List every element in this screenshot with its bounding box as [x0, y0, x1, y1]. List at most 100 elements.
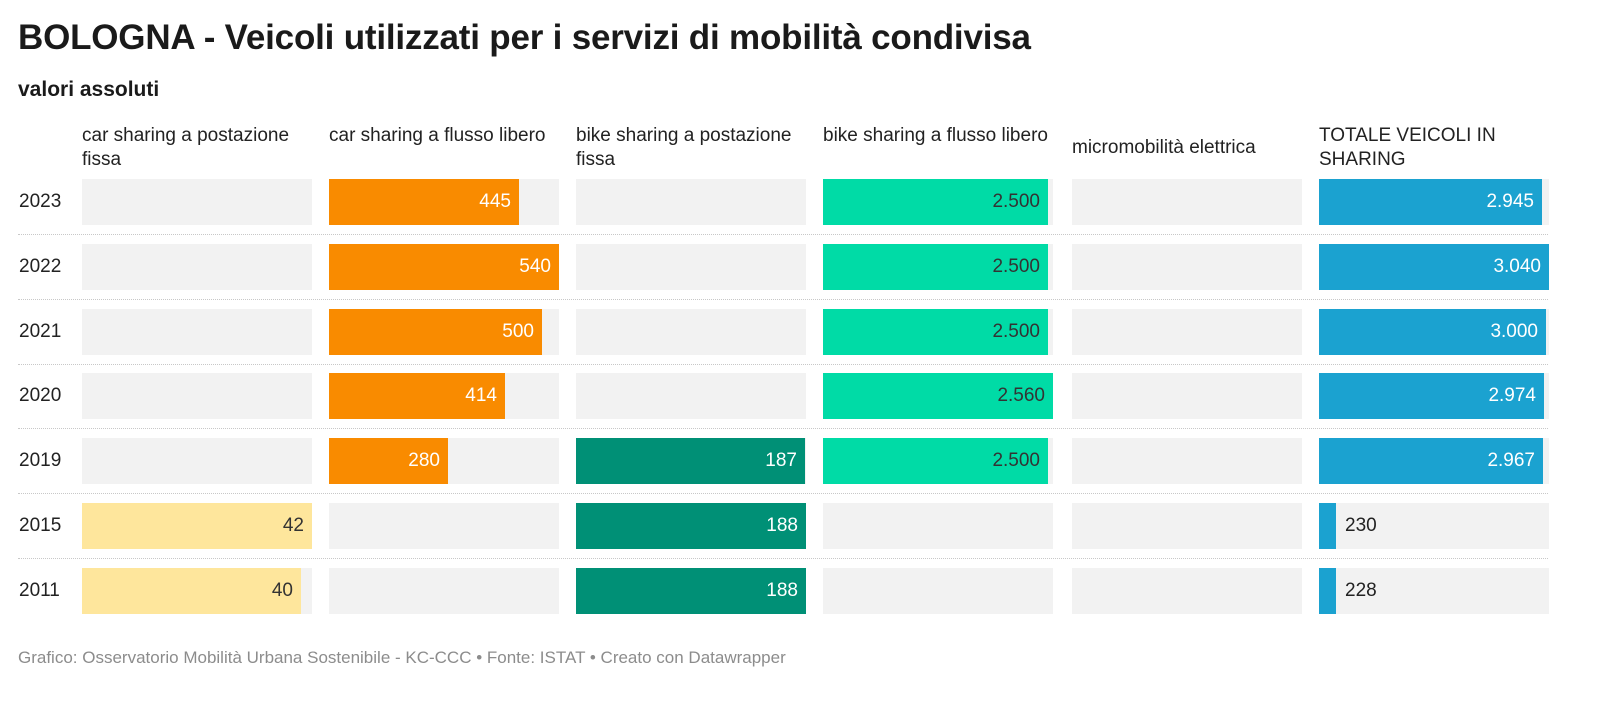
data-label: 500 [502, 320, 534, 342]
bar [823, 179, 1048, 225]
chart-footer: Grafico: Osservatorio Mobilità Urbana So… [18, 648, 786, 667]
row-separator [18, 298, 1548, 300]
row-separator [18, 493, 1548, 495]
bar-track: 2.500 [823, 243, 1053, 290]
bar-track: 2.500 [823, 308, 1053, 355]
bar-track [329, 567, 559, 614]
bar-track [82, 308, 312, 355]
bar [1319, 179, 1542, 225]
data-label: 187 [765, 450, 797, 472]
bar-track: 2.500 [823, 179, 1053, 225]
column-header: car sharing a postazione fissa [82, 125, 290, 170]
bar [576, 438, 805, 485]
data-label: 2.500 [992, 450, 1040, 472]
bar-track [1072, 438, 1302, 485]
bar [329, 179, 519, 225]
data-label: 40 [271, 579, 293, 601]
row-label: 2022 [19, 255, 62, 277]
chart-title: BOLOGNA - Veicoli utilizzati per i servi… [18, 18, 1031, 57]
bar-track: 2.945 [1319, 179, 1549, 225]
data-label: 2.500 [992, 255, 1040, 277]
bar-track [1072, 308, 1302, 355]
bar-track: 228 [1319, 567, 1549, 614]
bar-track [576, 373, 806, 420]
bar [576, 567, 806, 614]
data-label: 2.945 [1486, 191, 1534, 212]
bar [576, 503, 806, 549]
chart-subtitle: valori assoluti [18, 78, 160, 101]
bar [823, 243, 1048, 290]
bar-track [82, 373, 312, 420]
data-label: 2.967 [1487, 450, 1535, 472]
row-label: 2021 [19, 320, 62, 342]
row-label: 2023 [19, 191, 62, 212]
bar [1319, 243, 1549, 290]
data-label: 3.040 [1493, 255, 1541, 277]
data-label: 414 [465, 385, 497, 407]
bar-track: 2.967 [1319, 438, 1549, 485]
row-separator [18, 234, 1548, 235]
data-label: 2.560 [997, 385, 1045, 407]
bar-track: 280 [329, 438, 559, 485]
bar-track [1072, 179, 1302, 225]
bar-track: 187 [576, 438, 806, 485]
bar [329, 308, 542, 355]
row-label: 2019 [19, 450, 62, 472]
bar-track [1072, 567, 1302, 614]
data-label: 2.500 [992, 320, 1040, 342]
bar-track: 445 [329, 179, 559, 225]
bar-track: 42 [82, 503, 312, 549]
bar-track [576, 308, 806, 355]
bar-track [1072, 373, 1302, 420]
row-separator [18, 428, 1548, 430]
bar-track: 414 [329, 373, 559, 420]
bar-track: 230 [1319, 503, 1549, 549]
bar-track: 540 [329, 243, 559, 290]
bar-track [1072, 503, 1302, 549]
bar-track: 40 [82, 567, 312, 614]
data-label: 3.000 [1490, 320, 1538, 342]
bar [329, 373, 505, 420]
bar [82, 567, 301, 614]
column-header: micromobilità elettrica [1072, 137, 1256, 158]
bar [329, 438, 448, 485]
bar-track [823, 567, 1053, 614]
bar-track [329, 503, 559, 549]
data-label: 2.974 [1488, 385, 1536, 407]
data-label: 2.500 [992, 191, 1040, 212]
bar-track: 2.974 [1319, 373, 1549, 420]
bar [329, 243, 559, 290]
data-label: 445 [479, 191, 511, 212]
bar-track [82, 243, 312, 290]
bar [823, 308, 1048, 355]
bar-track: 188 [576, 567, 806, 614]
data-label: 230 [1345, 515, 1377, 536]
data-label: 188 [766, 515, 798, 536]
data-label: 280 [408, 450, 440, 472]
bar [823, 438, 1048, 485]
bar [1319, 503, 1336, 549]
data-label: 228 [1345, 579, 1377, 601]
column-header: car sharing a flusso libero [329, 125, 546, 146]
bar-track: 3.000 [1319, 308, 1549, 355]
bar-track [82, 179, 312, 225]
bar-track [823, 503, 1053, 549]
row-separator [18, 363, 1548, 365]
data-label: 540 [519, 255, 551, 277]
row-label: 2015 [19, 515, 62, 536]
bar-track: 500 [329, 308, 559, 355]
bar-track [576, 243, 806, 290]
bar [1319, 567, 1336, 614]
bar [1319, 308, 1546, 355]
bar-track: 3.040 [1319, 243, 1549, 290]
data-label: 42 [282, 515, 304, 536]
bar [82, 503, 312, 549]
column-header: bike sharing a postazione fissa [576, 125, 792, 170]
row-separator [18, 558, 1548, 559]
bar-track: 2.500 [823, 438, 1053, 485]
bar [1319, 373, 1544, 420]
row-label: 2011 [19, 579, 60, 601]
bar-track [82, 438, 312, 485]
bar-track [576, 179, 806, 225]
row-label: 2020 [19, 385, 62, 407]
